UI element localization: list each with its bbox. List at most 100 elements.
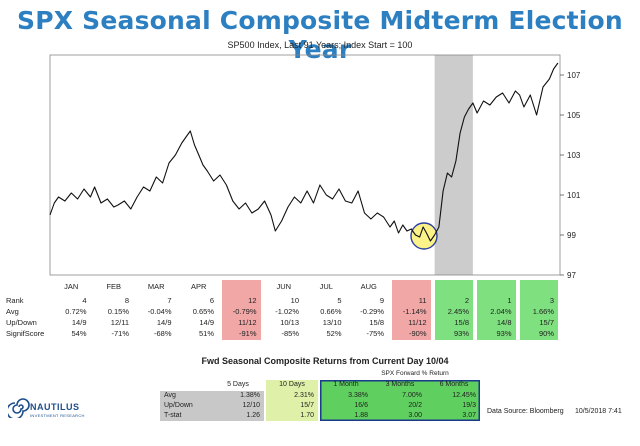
data-source: Data Source: Bloomberg (487, 408, 564, 415)
stats-cell: 15/8 (454, 318, 469, 327)
stats-cell: 4 (82, 296, 87, 305)
fwd-cell: 19/3 (462, 402, 476, 409)
stats-cell: -90% (408, 329, 427, 338)
stats-cell: 0.15% (107, 307, 129, 316)
stats-cell: 9 (379, 296, 384, 305)
stats-cell: 10/13 (280, 318, 299, 327)
x-tick-label: JUN (276, 282, 291, 291)
series-line (49, 62, 559, 242)
y-tick-label: 97 (567, 271, 576, 280)
stats-cell: 11/12 (238, 318, 257, 327)
stats-cell: 51% (198, 329, 214, 338)
fwd-column-header: 6 Months (439, 381, 469, 388)
stats-cell: -1.14% (402, 307, 427, 316)
fwd-column-header: 3 Months (385, 381, 415, 388)
stats-cell: 14/9 (71, 318, 87, 327)
fwd-column-header: 5 Days (227, 381, 249, 388)
stats-row-label: Avg (6, 307, 19, 316)
stats-cell: 14/9 (199, 318, 214, 327)
y-tick-label: 101 (567, 191, 581, 200)
logo-tagline: INVESTMENT RESEARCH (30, 413, 85, 418)
stats-row-label: SignifScore (6, 329, 45, 338)
month-tone-cell (434, 280, 473, 340)
fwd-cell: 2.31% (294, 392, 314, 399)
stats-cell: 6 (209, 296, 214, 305)
stats-cell: 2.04% (490, 307, 512, 316)
stats-cell: 12 (248, 296, 257, 305)
stats-cell: 1 (507, 296, 512, 305)
fwd-column-header: 10 Days (279, 381, 305, 388)
stats-row-label: Up/Down (6, 318, 37, 327)
month-tone-cell (477, 280, 516, 340)
stats-cell: 8 (124, 296, 129, 305)
fwd-cell: 3.07 (462, 412, 476, 419)
fwd-row-label: T-stat (164, 412, 182, 419)
stats-cell: 54% (71, 329, 87, 338)
stats-cell: 7 (167, 296, 172, 305)
x-tick-label: AUG (361, 282, 377, 291)
x-tick-label: JAN (64, 282, 78, 291)
stats-cell: 11/12 (408, 318, 427, 327)
fwd-cell: 1.88 (354, 412, 368, 419)
month-tone-cell (519, 280, 558, 340)
stats-cell: -91% (238, 329, 257, 338)
shaded-region (434, 55, 473, 275)
month-tone-cell (222, 280, 261, 340)
month-tone-cell (392, 280, 431, 340)
y-tick-label: 105 (567, 111, 581, 120)
fwd-cell: 3.38% (348, 392, 368, 399)
chart-subtitle: SP500 Index, Last 91 Years; Index Start … (227, 40, 413, 50)
stats-cell: 2.45% (447, 307, 469, 316)
stats-cell: 13/10 (322, 318, 342, 327)
y-tick-label: 103 (567, 151, 581, 160)
stats-cell: 0.72% (65, 307, 87, 316)
y-tick-label: 107 (567, 71, 581, 80)
logo-name: NAUTILUS (30, 402, 80, 412)
fwd-cell: 1.26 (246, 412, 260, 419)
fwd-cell: 1.38% (240, 392, 260, 399)
fwd-cell: 12.45% (452, 392, 476, 399)
fwd-cell: 12/10 (242, 402, 260, 409)
fwd-column-header: 1 Month (333, 381, 359, 388)
stats-cell: 14/9 (156, 318, 172, 327)
stats-cell: 14/8 (496, 318, 512, 327)
fwd-returns-subheader: SPX Forward % Return (381, 370, 449, 377)
stats-cell: -0.04% (147, 307, 172, 316)
stats-cell: 0.65% (192, 307, 214, 316)
stats-cell: 90% (538, 329, 554, 338)
fwd-cell: 16/6 (354, 402, 368, 409)
stats-cell: -1.02% (275, 307, 299, 316)
fwd-cell: 20/2 (408, 402, 422, 409)
stats-cell: -71% (111, 329, 129, 338)
stats-cell: -85% (281, 329, 299, 338)
fwd-returns-title: Fwd Seasonal Composite Returns from Curr… (201, 356, 449, 366)
chart-title: SPX Seasonal Composite Midterm Election … (17, 6, 623, 64)
fwd-cell: 1.70 (300, 412, 314, 419)
stats-cell: 15/8 (369, 318, 384, 327)
stats-cell: 3 (549, 296, 554, 305)
x-tick-label: MAR (148, 282, 165, 291)
fwd-row-label: Up/Down (164, 402, 193, 409)
stats-cell: -68% (153, 329, 172, 338)
fwd-cell: 15/7 (300, 402, 314, 409)
stats-cell: 52% (326, 329, 342, 338)
stats-cell: 15/7 (539, 318, 554, 327)
y-tick-label: 99 (567, 231, 576, 240)
fwd-green-block (320, 380, 480, 421)
stats-cell: 5 (337, 296, 342, 305)
stats-cell: 2 (464, 296, 469, 305)
stats-cell: -0.79% (232, 307, 257, 316)
fwd-cell: 3.00 (408, 412, 422, 419)
x-tick-label: FEB (106, 282, 121, 291)
fwd-cell: 7.00% (402, 392, 422, 399)
stats-cell: 1.66% (532, 307, 554, 316)
fwd-row-label: Avg (164, 392, 176, 399)
fwd-label-bg (160, 391, 264, 421)
stats-cell: 11 (418, 296, 427, 305)
stats-cell: 0.66% (320, 307, 342, 316)
fwd-10day-bg (266, 380, 318, 421)
stats-cell: 10 (290, 296, 299, 305)
stats-cell: -75% (366, 329, 384, 338)
stats-row-label: Rank (6, 296, 24, 305)
stats-cell: 93% (496, 329, 512, 338)
